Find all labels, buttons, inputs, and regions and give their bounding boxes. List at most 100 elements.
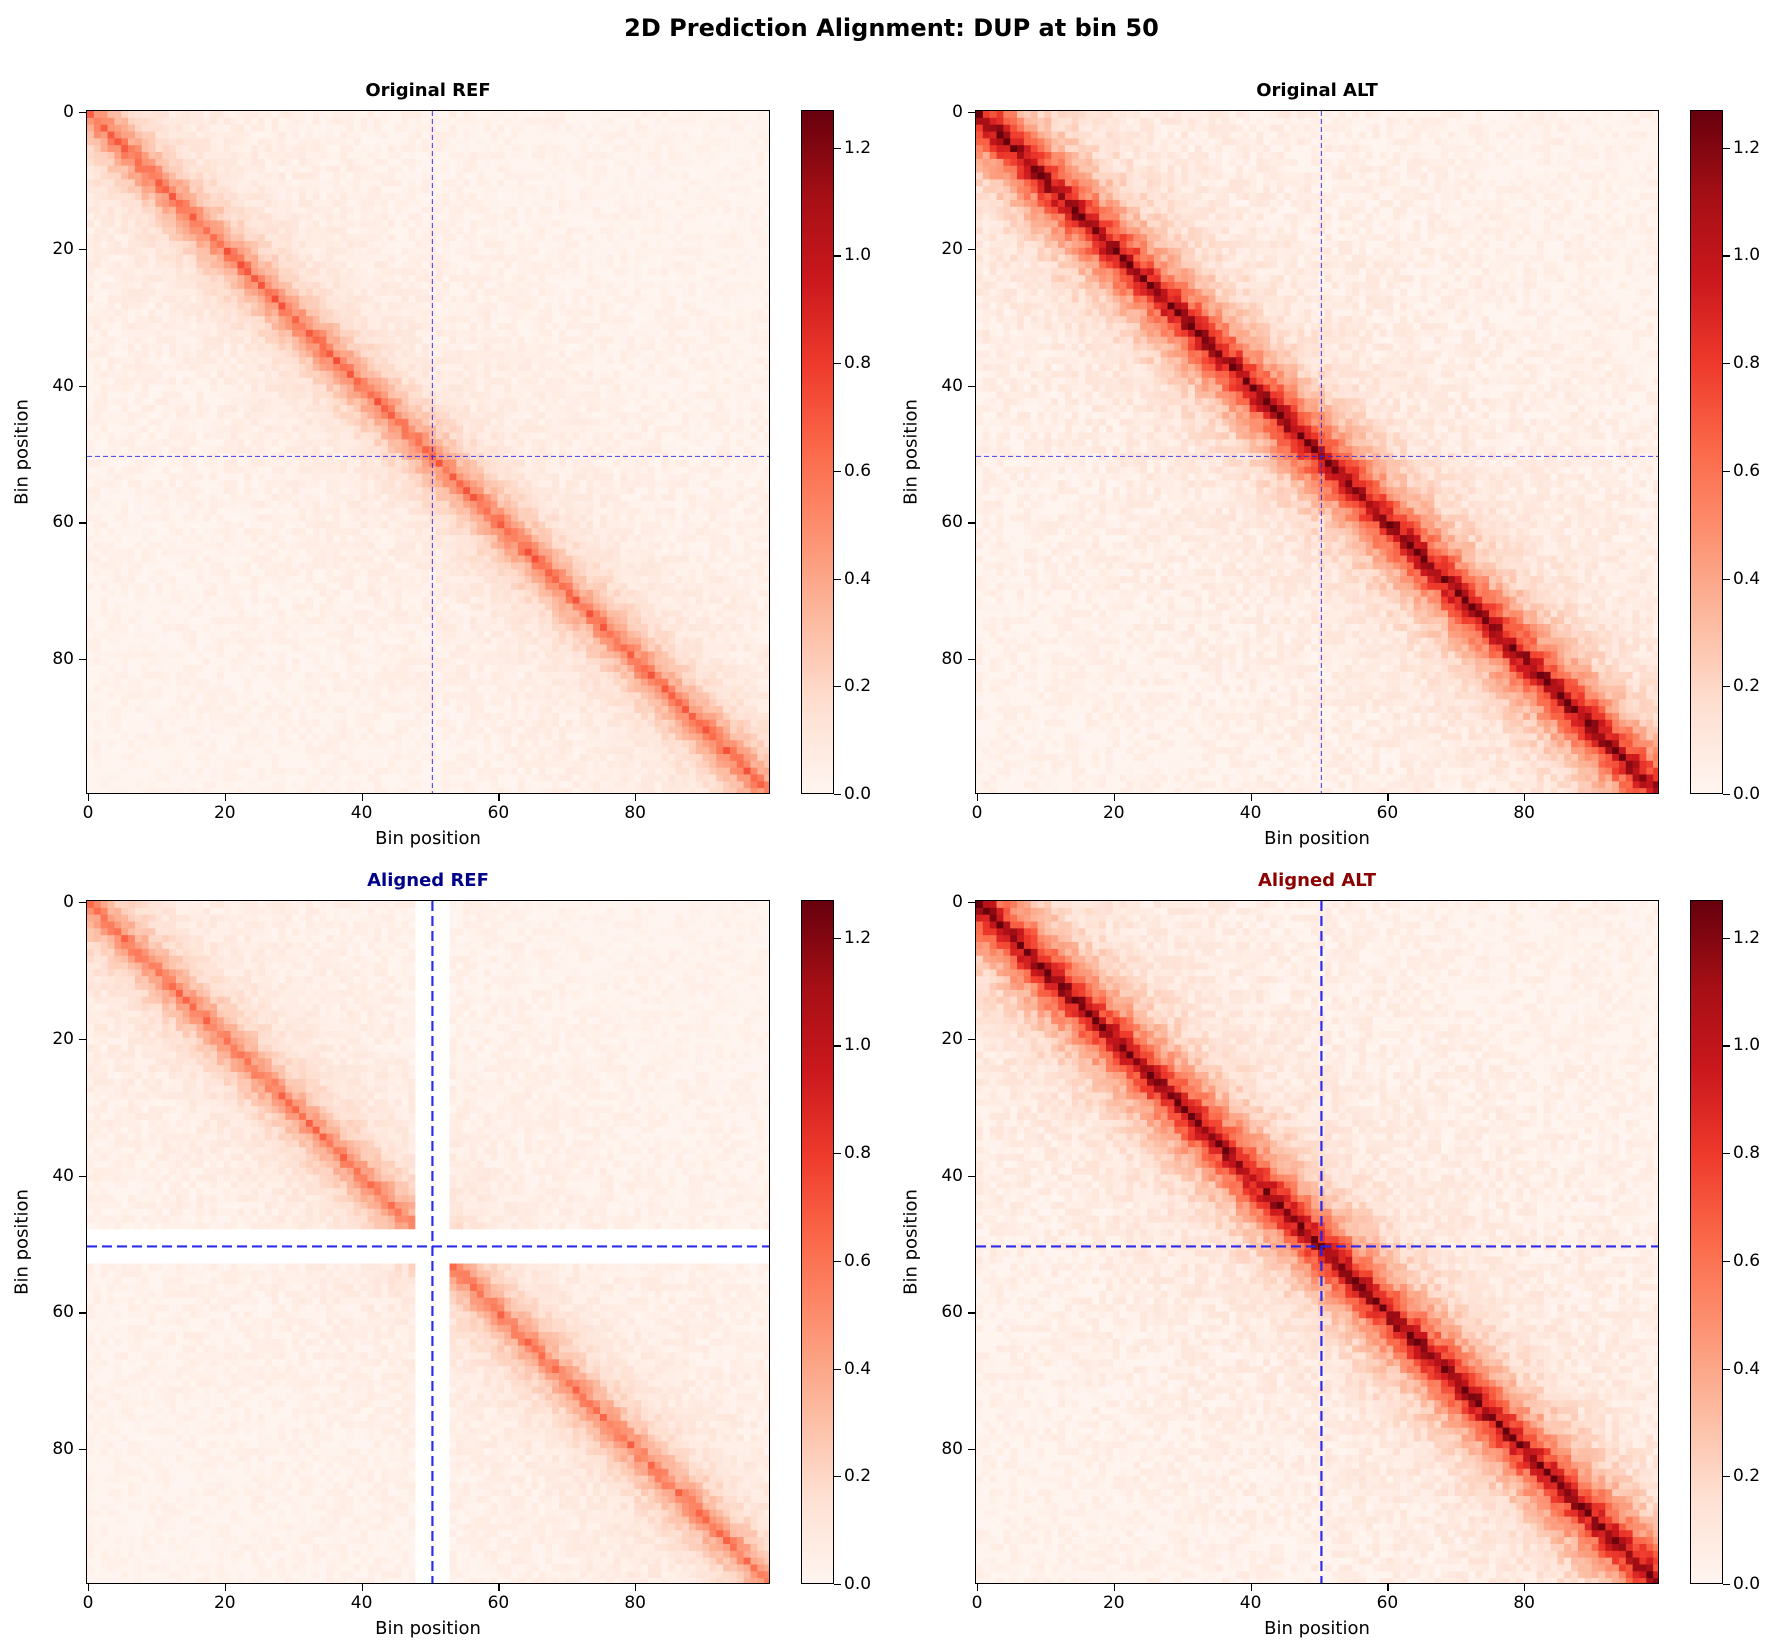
heatmap-cell bbox=[312, 179, 320, 187]
heatmap-cell bbox=[114, 227, 122, 235]
heatmap-cell bbox=[729, 336, 738, 344]
heatmap-cell bbox=[271, 439, 279, 447]
heatmap-cell bbox=[374, 234, 382, 242]
heatmap-cell bbox=[463, 316, 471, 324]
heatmap-cell bbox=[661, 384, 669, 392]
heatmap-cell bbox=[87, 350, 95, 358]
heatmap-cell bbox=[401, 172, 409, 180]
heatmap-cell bbox=[381, 138, 389, 146]
heatmap-cell bbox=[292, 275, 300, 283]
heatmap-cell bbox=[675, 275, 683, 283]
heatmap-cell bbox=[346, 254, 355, 262]
heatmap-cell bbox=[87, 398, 95, 406]
heatmap-cell bbox=[688, 411, 697, 420]
heatmap-cell bbox=[641, 295, 649, 303]
heatmap-cell bbox=[319, 240, 327, 249]
heatmap-cell bbox=[613, 309, 621, 317]
heatmap-cell bbox=[716, 165, 724, 173]
heatmap-cell bbox=[463, 309, 471, 317]
heatmap-cell bbox=[627, 302, 635, 310]
heatmap-cell bbox=[579, 336, 587, 344]
heatmap-cell bbox=[463, 336, 471, 344]
heatmap-cell bbox=[258, 213, 266, 221]
heatmap-cell bbox=[415, 282, 423, 290]
heatmap-cell bbox=[237, 254, 245, 262]
heatmap-cell bbox=[292, 288, 300, 297]
heatmap-cell bbox=[682, 364, 690, 372]
heatmap-cell bbox=[517, 172, 526, 180]
heatmap-cell bbox=[723, 240, 731, 249]
heatmap-cell bbox=[237, 411, 245, 420]
heatmap-cell bbox=[627, 193, 635, 201]
heatmap-cell bbox=[695, 172, 703, 180]
heatmap-cell bbox=[93, 117, 102, 126]
heatmap-cell bbox=[572, 377, 580, 385]
heatmap-cell bbox=[463, 364, 471, 372]
heatmap-cell bbox=[524, 350, 532, 358]
heatmap-cell bbox=[661, 193, 669, 201]
heatmap-cell bbox=[654, 268, 662, 276]
heatmap-cell bbox=[333, 131, 341, 139]
heatmap-cell bbox=[381, 295, 389, 303]
heatmap-cell bbox=[285, 323, 293, 331]
heatmap-cell bbox=[634, 268, 642, 276]
heatmap-cell bbox=[593, 199, 601, 208]
heatmap-cell bbox=[764, 336, 769, 344]
heatmap-cell bbox=[442, 261, 450, 269]
heatmap-cell bbox=[545, 117, 553, 126]
heatmap-cell bbox=[100, 316, 108, 324]
heatmap-cell bbox=[182, 152, 190, 160]
heatmap-cell bbox=[264, 398, 273, 406]
heatmap-cell bbox=[695, 186, 703, 194]
heatmap-cell bbox=[326, 247, 334, 256]
heatmap-cell bbox=[586, 446, 594, 454]
heatmap-cell bbox=[695, 275, 703, 283]
heatmap-cell bbox=[688, 220, 697, 228]
heatmap-cell bbox=[305, 398, 314, 406]
heatmap-cell bbox=[483, 357, 491, 365]
heatmap-cell bbox=[716, 268, 724, 276]
heatmap-cell bbox=[182, 411, 190, 420]
heatmap-cell bbox=[360, 234, 368, 242]
heatmap-cell bbox=[702, 302, 710, 310]
heatmap-cell bbox=[162, 165, 170, 173]
heatmap-cell bbox=[387, 261, 396, 269]
heatmap-cell bbox=[558, 343, 567, 351]
heatmap-cell bbox=[264, 302, 273, 310]
heatmap-cell bbox=[456, 432, 464, 440]
heatmap-cell bbox=[504, 275, 512, 283]
heatmap-cell bbox=[333, 111, 341, 119]
heatmap-cell bbox=[716, 329, 724, 338]
heatmap-cell bbox=[620, 172, 628, 180]
heatmap-cell bbox=[449, 131, 457, 139]
heatmap-cell bbox=[121, 357, 129, 365]
heatmap-cell bbox=[374, 254, 382, 262]
heatmap-cell bbox=[374, 432, 382, 440]
heatmap-cell bbox=[210, 152, 218, 160]
heatmap-cell bbox=[319, 309, 327, 317]
heatmap-cell bbox=[600, 343, 608, 351]
heatmap-cell bbox=[93, 220, 102, 228]
heatmap-cell bbox=[757, 165, 765, 173]
heatmap-cell bbox=[709, 124, 717, 132]
heatmap-cell bbox=[107, 350, 115, 358]
heatmap-cell bbox=[442, 138, 450, 146]
heatmap-cell bbox=[134, 411, 143, 420]
heatmap-cell bbox=[442, 425, 450, 433]
heatmap-cell bbox=[743, 152, 751, 160]
heatmap-cell bbox=[93, 254, 102, 262]
heatmap-cell bbox=[449, 158, 457, 167]
heatmap-cell bbox=[552, 117, 560, 126]
heatmap-cell bbox=[271, 111, 279, 119]
heatmap-cell bbox=[223, 405, 232, 413]
heatmap-cell bbox=[586, 364, 594, 372]
heatmap-cell bbox=[319, 329, 327, 338]
heatmap-cell bbox=[757, 357, 765, 365]
heatmap-cell bbox=[128, 384, 136, 392]
heatmap-cell bbox=[155, 288, 163, 297]
heatmap-cell bbox=[750, 213, 758, 221]
heatmap-cell bbox=[476, 254, 485, 262]
heatmap-cell bbox=[709, 268, 717, 276]
heatmap-cell bbox=[641, 302, 649, 310]
heatmap-cell bbox=[620, 179, 628, 187]
